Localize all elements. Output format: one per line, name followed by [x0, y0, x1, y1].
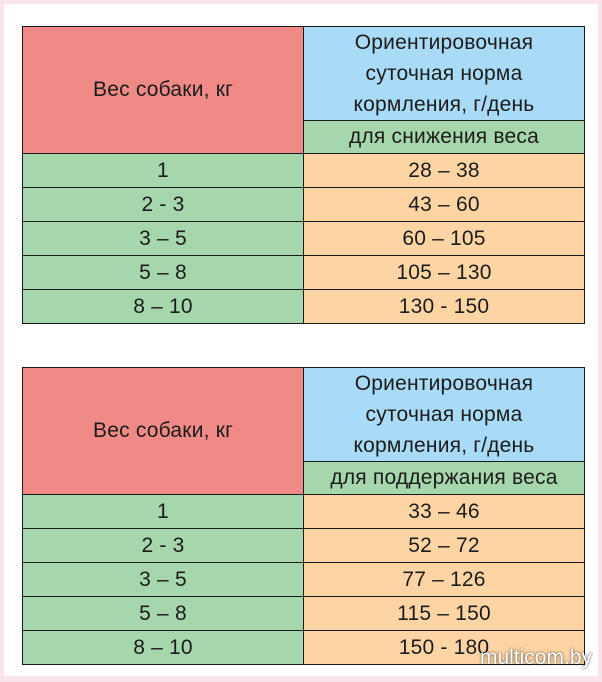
table-row: 3 – 5 60 – 105 — [22, 221, 585, 256]
norm-cell: 33 – 46 — [303, 494, 585, 529]
table-row: 8 – 10 130 - 150 — [22, 289, 585, 324]
weight-cell: 3 – 5 — [22, 221, 304, 256]
norm-header-line: кормления, г/день — [353, 93, 535, 116]
norm-cell: 150 - 180 — [303, 630, 585, 665]
norm-cell: 77 – 126 — [303, 562, 585, 597]
table-row: 2 - 3 43 – 60 — [22, 187, 585, 222]
norm-cell: 130 - 150 — [303, 289, 585, 324]
norm-column-header: Ориентировочная суточная норма кормления… — [303, 367, 585, 462]
weight-cell: 8 – 10 — [22, 289, 304, 324]
norm-cell: 28 – 38 — [303, 153, 585, 188]
feeding-table-weight-loss: Вес собаки, кг Ориентировочная суточная … — [22, 26, 585, 324]
norm-header-line: Ориентировочная — [354, 31, 534, 54]
weight-column-header: Вес собаки, кг — [22, 367, 304, 495]
weight-cell: 3 – 5 — [22, 562, 304, 597]
weight-cell: 1 — [22, 153, 304, 188]
norm-header-line: Ориентировочная — [354, 372, 534, 395]
weight-cell: 2 - 3 — [22, 187, 304, 222]
norm-column-header: Ориентировочная суточная норма кормления… — [303, 26, 585, 121]
norm-cell: 105 – 130 — [303, 255, 585, 290]
table-row: 1 28 – 38 — [22, 153, 585, 188]
norm-cell: 52 – 72 — [303, 528, 585, 563]
weight-cell: 2 - 3 — [22, 528, 304, 563]
norm-cell: 60 – 105 — [303, 221, 585, 256]
norm-header-line: суточная норма — [365, 403, 523, 426]
weight-cell: 1 — [22, 494, 304, 529]
table-row: 5 – 8 105 – 130 — [22, 255, 585, 290]
table-row: 2 - 3 52 – 72 — [22, 528, 585, 563]
weight-column-header: Вес собаки, кг — [22, 26, 304, 154]
norm-header-line: кормления, г/день — [353, 434, 535, 457]
norm-cell: 115 – 150 — [303, 596, 585, 631]
weight-cell: 8 – 10 — [22, 630, 304, 665]
norm-subheader: для снижения веса — [303, 120, 585, 154]
table-row: 1 33 – 46 — [22, 494, 585, 529]
norm-header-line: суточная норма — [365, 62, 523, 85]
norm-subheader: для поддержания веса — [303, 461, 585, 495]
weight-cell: 5 – 8 — [22, 596, 304, 631]
site-watermark: multicom.by — [479, 646, 592, 669]
table-row: 3 – 5 77 – 126 — [22, 562, 585, 597]
table-row: 5 – 8 115 – 150 — [22, 596, 585, 631]
weight-cell: 5 – 8 — [22, 255, 304, 290]
norm-cell: 43 – 60 — [303, 187, 585, 222]
table-row: 8 – 10 150 - 180 — [22, 630, 585, 665]
feeding-table-weight-maintenance: Вес собаки, кг Ориентировочная суточная … — [22, 367, 585, 665]
content-card: Вес собаки, кг Ориентировочная суточная … — [4, 4, 598, 676]
